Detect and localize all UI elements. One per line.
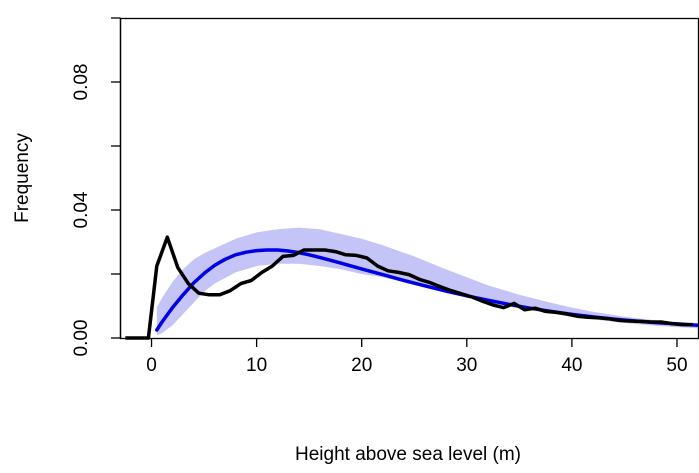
y-tick-label: 0.04	[71, 191, 92, 228]
x-axis-title: Height above sea level (m)	[295, 444, 521, 465]
x-tick-label: 30	[456, 355, 477, 376]
plot-frame	[119, 17, 699, 340]
x-axis: 0 10 20 30 40 50	[146, 338, 688, 376]
y-tick-label: 0.00	[71, 320, 92, 357]
y-axis-title: Frequency	[12, 133, 33, 223]
y-axis: 0.00 0.04 0.08	[71, 17, 122, 357]
plot-area	[125, 227, 699, 340]
x-tick-label: 40	[561, 355, 582, 376]
observed-line	[125, 235, 693, 340]
x-tick-label: 0	[146, 355, 157, 376]
y-tick-label: 0.08	[71, 64, 92, 101]
x-tick-label: 50	[666, 355, 687, 376]
x-tick-label: 20	[351, 355, 372, 376]
x-tick-label: 10	[246, 355, 267, 376]
